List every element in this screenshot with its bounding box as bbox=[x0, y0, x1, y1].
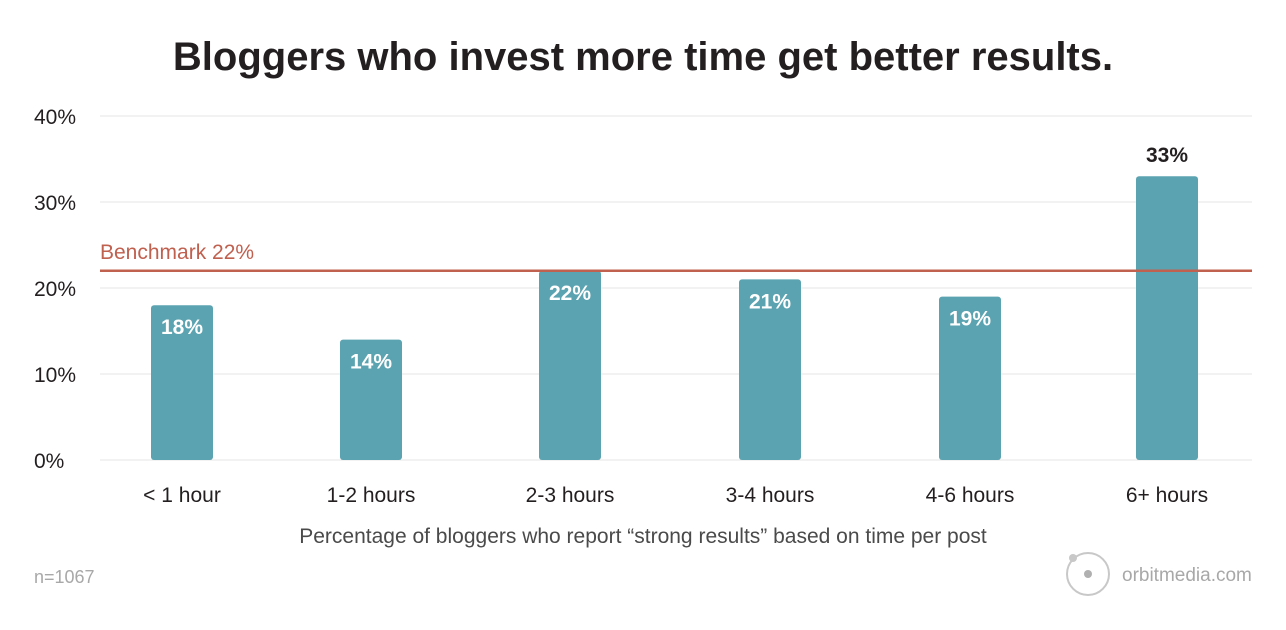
bar bbox=[151, 305, 213, 460]
y-axis-ticks: 0% 10% 20% 30% 40% bbox=[34, 106, 76, 473]
data-label: 18% bbox=[161, 316, 203, 339]
y-tick-label: 20% bbox=[34, 278, 76, 301]
y-tick-label: 10% bbox=[34, 364, 76, 387]
category-label: 3-4 hours bbox=[726, 484, 815, 507]
grid-lines bbox=[100, 115, 1252, 461]
bars bbox=[151, 176, 1198, 460]
category-label: 6+ hours bbox=[1126, 484, 1208, 507]
benchmark-label: Benchmark 22% bbox=[100, 241, 254, 264]
data-label: 22% bbox=[549, 282, 591, 305]
bar bbox=[739, 279, 801, 460]
data-label: 33% bbox=[1146, 144, 1188, 167]
bar bbox=[1136, 176, 1198, 460]
brand-text: orbitmedia.com bbox=[1122, 565, 1252, 586]
data-labels: 18% 14% 22% 21% 19% 33% bbox=[161, 144, 1188, 373]
data-label: 21% bbox=[749, 290, 791, 313]
bar bbox=[539, 270, 601, 460]
bar bbox=[939, 296, 1001, 460]
bar bbox=[340, 339, 402, 460]
category-label: 2-3 hours bbox=[526, 484, 615, 507]
benchmark-group: Benchmark 22% bbox=[100, 241, 1252, 273]
data-label: 14% bbox=[350, 351, 392, 374]
chart-title: Bloggers who invest more time get better… bbox=[173, 35, 1113, 79]
x-axis-categories: < 1 hour 1-2 hours 2-3 hours 3-4 hours 4-6 h… bbox=[143, 484, 1208, 507]
category-label: 1-2 hours bbox=[327, 484, 416, 507]
y-tick-label: 40% bbox=[34, 106, 76, 129]
category-label: < 1 hour bbox=[143, 484, 221, 507]
data-label: 19% bbox=[949, 308, 991, 331]
sample-size-note: n=1067 bbox=[34, 567, 95, 587]
orbit-logo-icon bbox=[1066, 552, 1110, 596]
category-label: 4-6 hours bbox=[926, 484, 1015, 507]
x-axis-label: Percentage of bloggers who report “stron… bbox=[299, 525, 987, 548]
y-tick-label: 30% bbox=[34, 192, 76, 215]
y-tick-label: 0% bbox=[34, 450, 64, 473]
